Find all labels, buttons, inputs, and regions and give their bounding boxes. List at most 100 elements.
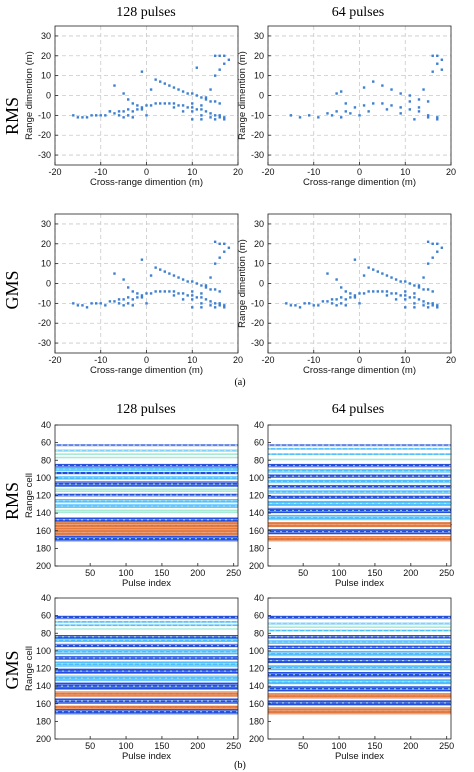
heat-speckle: [430, 531, 432, 533]
heat-speckle: [75, 624, 77, 626]
heat-speckle: [189, 483, 191, 485]
y-tick-label: -30: [251, 150, 264, 160]
x-tick-label: 20: [446, 355, 456, 365]
heat-speckle: [305, 516, 307, 519]
heat-speckle: [436, 475, 438, 477]
heat-speckle: [449, 480, 451, 482]
heat-speckle: [97, 616, 99, 618]
heat-speckle: [230, 621, 232, 623]
scatter-point: [372, 102, 375, 105]
scatter-point: [122, 298, 125, 301]
heat-speckle: [437, 695, 439, 697]
heat-speckle: [104, 477, 106, 479]
y-tick-label: 120: [36, 491, 51, 501]
heat-speckle: [430, 616, 432, 618]
scatter-point: [413, 284, 416, 287]
heat-speckle: [336, 470, 338, 472]
heat-speckle: [388, 491, 390, 493]
heat-speckle: [164, 477, 166, 479]
heat-speckle: [286, 491, 288, 493]
scatter-point: [376, 290, 379, 293]
heat-speckle: [366, 486, 368, 488]
scatter-point: [358, 292, 361, 295]
heat-band: [268, 469, 451, 473]
heat-speckle: [382, 531, 384, 533]
heat-speckle: [177, 677, 179, 679]
scatter-point: [326, 112, 329, 115]
heat-speckle: [188, 711, 190, 713]
heat-speckle: [394, 630, 396, 632]
heat-speckle: [365, 674, 367, 676]
scatter-point: [209, 304, 212, 307]
heat-speckle: [85, 663, 87, 665]
heat-speckle: [394, 616, 396, 618]
heat-speckle: [133, 616, 135, 618]
heat-speckle: [431, 538, 433, 540]
heat-speckle: [85, 644, 87, 647]
heat-speckle: [79, 685, 81, 687]
heat-speckle: [187, 616, 189, 618]
scatter-point: [408, 282, 412, 285]
heat-speckle: [163, 663, 165, 665]
scatter-point: [353, 106, 357, 109]
heat-speckle: [401, 538, 403, 540]
heat-speckle: [418, 475, 420, 477]
heat-speckle: [171, 483, 173, 485]
heat-speckle: [98, 711, 100, 713]
heat-speckle: [63, 624, 65, 626]
heat-speckle: [63, 519, 65, 521]
heat-speckle: [61, 706, 63, 708]
heat-speckle: [364, 475, 366, 477]
heat-speckle: [330, 486, 332, 488]
heat-speckle: [91, 706, 93, 708]
y-tick-label: 200: [36, 561, 51, 571]
heat-speckle: [213, 483, 215, 485]
heat-speckle: [354, 486, 356, 488]
heat-speckle: [158, 693, 160, 695]
heat-speckle: [159, 639, 161, 641]
heat-speckle: [86, 621, 88, 623]
heat-speckle: [346, 475, 348, 477]
heat-speckle: [364, 491, 366, 493]
heat-speckle: [335, 674, 337, 676]
scatter-point: [426, 302, 430, 305]
heat-speckle: [388, 630, 390, 632]
heat-speckle: [86, 464, 88, 467]
row-label-gms-a: GMS: [2, 270, 22, 309]
scatter-point: [72, 114, 75, 117]
heat-speckle: [129, 700, 131, 702]
scatter-point: [195, 94, 199, 97]
heat-speckle: [201, 624, 203, 626]
heat-speckle: [152, 477, 154, 479]
heat-speckle: [323, 538, 325, 540]
heat-speckle: [145, 685, 147, 687]
heat-speckle: [376, 475, 378, 477]
scatter-point: [317, 116, 320, 119]
heat-speckle: [223, 524, 225, 527]
heat-speckle: [212, 693, 214, 695]
row-label-rms-a: RMS: [2, 97, 22, 135]
heat-speckle: [62, 651, 64, 653]
scatter-point: [213, 118, 217, 121]
heat-speckle: [286, 531, 288, 533]
heat-speckle: [55, 644, 57, 647]
heat-speckle: [81, 538, 83, 540]
heat-speckle: [69, 700, 71, 702]
scatter-point: [204, 284, 208, 287]
y-tick-label: -10: [38, 110, 51, 120]
heat-speckle: [224, 464, 226, 467]
heat-speckle: [236, 464, 238, 467]
heat-speckle: [127, 663, 129, 665]
heat-speckle: [304, 491, 306, 493]
heat-speckle: [358, 616, 360, 618]
heat-speckle: [153, 677, 155, 679]
heat-speckle: [236, 651, 238, 653]
y-tick-label: -10: [38, 298, 51, 308]
heat-speckle: [406, 688, 408, 690]
scatter-point: [177, 104, 180, 107]
heat-speckle: [93, 538, 95, 540]
heat-speckle: [176, 711, 178, 713]
heat-speckle: [117, 677, 119, 679]
scatter-point: [218, 68, 221, 71]
